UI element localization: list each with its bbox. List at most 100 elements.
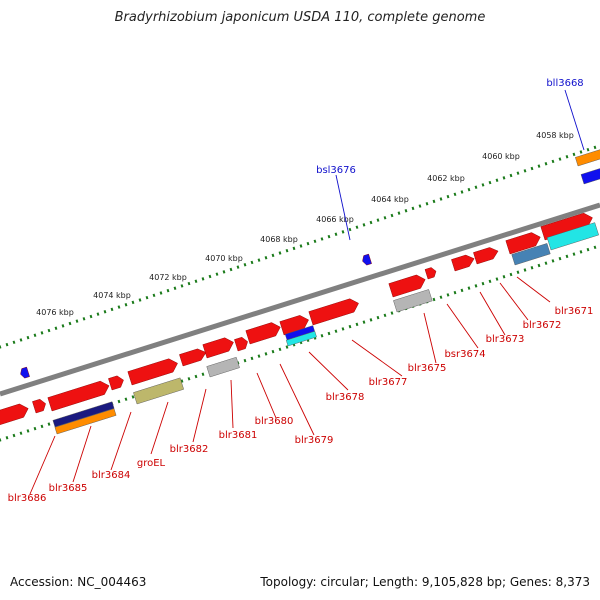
gene-arrow-red xyxy=(540,212,593,241)
gene-label[interactable]: blr3677 xyxy=(369,377,408,388)
outer-tick xyxy=(453,192,457,197)
inner-tick xyxy=(516,270,520,274)
gene-arrow-red xyxy=(279,315,309,336)
gene-arrow-forward-blue xyxy=(362,253,372,266)
gene-label[interactable]: blr3671 xyxy=(555,306,594,317)
inner-tick xyxy=(201,372,205,376)
feature-blue xyxy=(580,167,600,185)
inner-tick xyxy=(47,422,51,426)
feature-gray xyxy=(206,356,240,378)
callout-line xyxy=(150,401,169,455)
outer-tick xyxy=(124,302,128,307)
outer-tick xyxy=(404,209,408,213)
gene-label[interactable]: blr3678 xyxy=(326,392,365,403)
outer-tick xyxy=(481,183,485,187)
inner-tick xyxy=(40,424,44,429)
scale-label: 4058 kbp xyxy=(536,131,574,140)
inner-tick xyxy=(12,433,16,438)
inner-tick xyxy=(495,277,499,281)
gene-label[interactable]: blr3681 xyxy=(219,430,258,441)
callout-line xyxy=(256,372,277,419)
inner-tick xyxy=(467,286,471,290)
inner-tick xyxy=(376,315,380,320)
inner-tick xyxy=(327,331,331,336)
outer-tick xyxy=(0,345,2,349)
outer-tick xyxy=(334,232,338,236)
outer-tick xyxy=(558,157,562,161)
outer-tick xyxy=(166,288,170,293)
scale-label: 4070 kbp xyxy=(205,254,243,263)
inner-tick xyxy=(537,263,541,268)
outer-tick xyxy=(243,263,247,267)
gene-label[interactable]: blr3686 xyxy=(8,493,47,504)
gene-label[interactable]: blr3675 xyxy=(408,363,447,374)
inner-tick xyxy=(187,377,191,381)
outer-tick xyxy=(376,218,380,222)
inner-tick xyxy=(19,431,23,435)
outer-tick xyxy=(572,152,576,157)
outer-tick xyxy=(369,220,373,225)
gene-label[interactable]: blr3685 xyxy=(49,483,88,494)
outer-tick xyxy=(411,206,415,211)
gene-label[interactable]: blr3679 xyxy=(295,435,334,446)
gene-label[interactable]: blr3673 xyxy=(486,334,525,345)
outer-tick xyxy=(523,169,527,173)
map-title: Bradyrhizobium japonicum USDA 110, compl… xyxy=(114,10,486,25)
scale-label: 4072 kbp xyxy=(149,273,187,282)
outer-tick xyxy=(152,293,156,298)
outer-tick xyxy=(173,286,177,291)
gene-label[interactable]: blr3672 xyxy=(523,320,562,331)
inner-tick xyxy=(432,297,436,302)
outer-tick xyxy=(586,147,590,152)
outer-tick xyxy=(229,267,233,272)
outer-tick xyxy=(96,312,100,316)
outer-tick xyxy=(306,241,310,246)
outer-tick xyxy=(180,284,184,288)
gene-label[interactable]: bsr3674 xyxy=(444,349,485,360)
scale-label: 4068 kbp xyxy=(260,235,298,244)
outer-tick xyxy=(257,258,261,262)
outer-tick xyxy=(348,227,352,232)
inner-tick xyxy=(369,318,373,322)
outer-tick xyxy=(12,340,16,345)
outer-scale-ticks xyxy=(0,145,597,349)
inner-tick xyxy=(383,313,387,318)
gene-label[interactable]: blr3684 xyxy=(92,470,131,481)
callout-line xyxy=(308,351,349,391)
callout-line xyxy=(335,174,351,241)
outer-tick xyxy=(208,274,212,279)
gene-arrow-red xyxy=(0,403,29,427)
outer-tick xyxy=(488,180,492,185)
outer-tick xyxy=(278,251,282,255)
outer-tick xyxy=(390,213,394,218)
gene-arrow-red xyxy=(47,380,110,412)
inner-tick xyxy=(439,295,443,299)
outer-tick xyxy=(502,176,506,180)
gene-label[interactable]: blr3682 xyxy=(170,444,209,455)
outer-tick xyxy=(544,162,548,166)
outer-tick xyxy=(467,187,471,192)
outer-tick xyxy=(61,324,65,328)
scale-label: 4066 kbp xyxy=(316,215,354,224)
gene-label[interactable]: groEL xyxy=(137,458,166,469)
inner-tick xyxy=(33,426,37,431)
gene-callouts: bll3668 bsl3676 blr3671 blr3672 blr3673bsr36… xyxy=(8,78,594,504)
outer-tick xyxy=(271,253,275,258)
genome-backbone xyxy=(0,202,600,397)
inner-tick xyxy=(446,293,450,297)
feature-steelblue xyxy=(511,243,551,266)
inner-tick xyxy=(362,320,366,324)
outer-tick xyxy=(446,194,450,199)
outer-tick xyxy=(593,145,597,150)
inner-tick xyxy=(278,347,282,352)
outer-tick xyxy=(537,164,541,168)
gene-label[interactable]: blr3680 xyxy=(255,416,294,427)
inner-tick xyxy=(320,333,324,338)
inner-tick xyxy=(5,436,9,440)
outer-tick xyxy=(516,171,520,175)
gene-label[interactable]: bll3668 xyxy=(546,78,583,89)
outer-tick xyxy=(117,305,121,309)
outer-tick xyxy=(131,300,135,305)
gene-label[interactable]: bsl3676 xyxy=(316,165,356,176)
